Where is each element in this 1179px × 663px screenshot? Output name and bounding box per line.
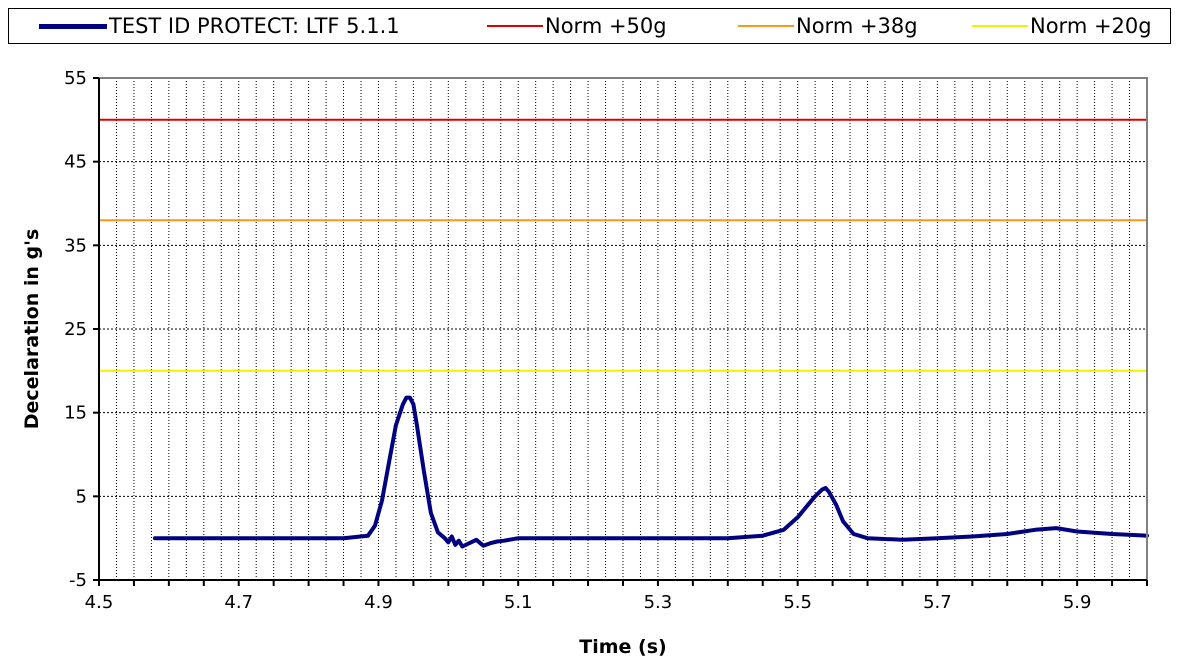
- y-axis-title: Decelaration in g's: [21, 229, 43, 430]
- legend-swatch-norm-20: [972, 25, 1028, 27]
- y-tick-label: 45: [64, 152, 87, 173]
- y-tick-labels: -5 5 15 25 35 45 55: [64, 68, 87, 591]
- grid-y: [99, 161, 1147, 497]
- y-tick-label: 35: [64, 235, 87, 256]
- x-tick-label: 5.1: [504, 592, 533, 613]
- x-tick-labels: 4.5 4.7 4.9 5.1 5.3 5.5 5.7 5.9: [85, 592, 1092, 613]
- y-tick-label: 55: [64, 68, 87, 89]
- x-tick-label: 5.5: [783, 592, 812, 613]
- ticks-layer: [93, 77, 1148, 586]
- x-tick-label: 5.7: [923, 592, 952, 613]
- legend-swatch-norm-38: [738, 25, 794, 27]
- x-tick-label: 4.7: [224, 592, 253, 613]
- legend-label-norm-38: Norm +38g: [796, 14, 918, 38]
- legend-label-test: TEST ID PROTECT: LTF 5.1.1: [109, 14, 400, 38]
- y-tick-label: 25: [64, 319, 87, 340]
- y-tick-label: 15: [64, 403, 87, 424]
- chart-legend: TEST ID PROTECT: LTF 5.1.1 Norm +50g Nor…: [8, 8, 1171, 44]
- legend-item-test: TEST ID PROTECT: LTF 5.1.1: [39, 9, 400, 43]
- legend-swatch-test: [39, 23, 107, 29]
- x-axis-title: Time (s): [579, 636, 666, 658]
- legend-item-norm-20: Norm +20g: [972, 9, 1152, 43]
- legend-label-norm-20: Norm +20g: [1030, 14, 1152, 38]
- legend-label-norm-50: Norm +50g: [545, 14, 667, 38]
- x-tick-label: 5.3: [644, 592, 673, 613]
- y-tick-label: -5: [69, 570, 87, 591]
- x-tick-label: 5.9: [1063, 592, 1092, 613]
- x-tick-label: 4.9: [364, 592, 393, 613]
- y-tick-label: 5: [76, 486, 87, 507]
- series-line-test: [152, 395, 1149, 549]
- legend-item-norm-38: Norm +38g: [738, 9, 918, 43]
- series-layer: [98, 118, 1149, 549]
- legend-item-norm-50: Norm +50g: [487, 9, 667, 43]
- legend-swatch-norm-50: [487, 25, 543, 27]
- x-tick-label: 4.5: [85, 592, 114, 613]
